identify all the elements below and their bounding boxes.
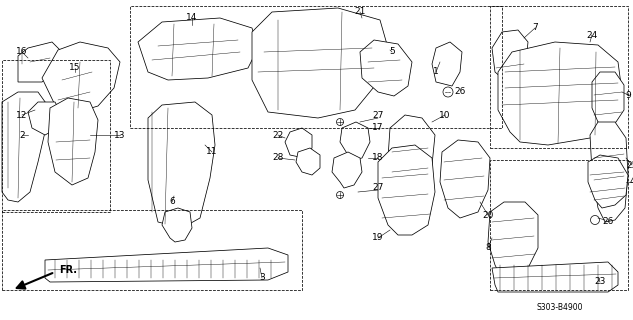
Polygon shape <box>488 202 538 275</box>
Polygon shape <box>138 18 258 80</box>
Polygon shape <box>378 145 435 235</box>
Text: 9: 9 <box>625 91 631 100</box>
Text: 21: 21 <box>354 7 366 17</box>
Polygon shape <box>2 92 48 202</box>
Text: 4: 4 <box>629 178 633 187</box>
Polygon shape <box>285 128 312 158</box>
Polygon shape <box>388 115 435 188</box>
Text: 6: 6 <box>169 197 175 206</box>
Text: 23: 23 <box>594 277 606 286</box>
Polygon shape <box>296 148 320 175</box>
Text: 16: 16 <box>16 47 28 57</box>
Text: 15: 15 <box>69 63 81 73</box>
Polygon shape <box>360 40 412 96</box>
Text: 18: 18 <box>372 154 384 163</box>
Text: 26: 26 <box>454 87 466 97</box>
Text: 2: 2 <box>19 131 25 140</box>
Text: 27: 27 <box>372 110 384 119</box>
Text: 7: 7 <box>532 23 538 33</box>
Text: 10: 10 <box>439 110 451 119</box>
Text: 11: 11 <box>206 148 218 156</box>
Bar <box>130 6 502 128</box>
Text: 22: 22 <box>272 131 284 140</box>
Text: 28: 28 <box>272 154 284 163</box>
Polygon shape <box>45 248 288 282</box>
Text: 24: 24 <box>586 30 598 39</box>
Bar <box>490 6 628 148</box>
Polygon shape <box>588 155 628 208</box>
Text: 14: 14 <box>186 13 197 22</box>
Polygon shape <box>42 42 120 112</box>
Polygon shape <box>498 42 622 145</box>
Polygon shape <box>340 122 370 160</box>
Polygon shape <box>492 30 528 78</box>
Polygon shape <box>590 122 628 222</box>
Text: S303-B4900: S303-B4900 <box>537 303 583 313</box>
Bar <box>2 210 302 290</box>
Polygon shape <box>592 72 624 125</box>
Polygon shape <box>432 42 462 86</box>
Polygon shape <box>440 140 490 218</box>
Text: 26: 26 <box>603 218 613 227</box>
Polygon shape <box>162 208 192 242</box>
Text: 1: 1 <box>433 68 439 76</box>
Polygon shape <box>492 262 618 292</box>
Text: 19: 19 <box>372 234 384 243</box>
Text: 17: 17 <box>372 124 384 132</box>
Bar <box>2 60 110 212</box>
Polygon shape <box>48 98 98 185</box>
Text: 8: 8 <box>485 244 491 252</box>
Bar <box>490 160 628 290</box>
Text: 3: 3 <box>259 274 265 283</box>
Polygon shape <box>252 8 388 118</box>
Text: FR.: FR. <box>59 265 77 275</box>
Text: 25: 25 <box>626 161 633 170</box>
Text: 13: 13 <box>114 131 126 140</box>
Polygon shape <box>332 152 362 188</box>
Polygon shape <box>28 102 62 135</box>
Text: 20: 20 <box>482 211 494 220</box>
Text: 5: 5 <box>389 47 395 57</box>
Polygon shape <box>148 102 215 228</box>
Text: 27: 27 <box>372 183 384 193</box>
Text: 12: 12 <box>16 110 28 119</box>
Polygon shape <box>18 42 62 82</box>
